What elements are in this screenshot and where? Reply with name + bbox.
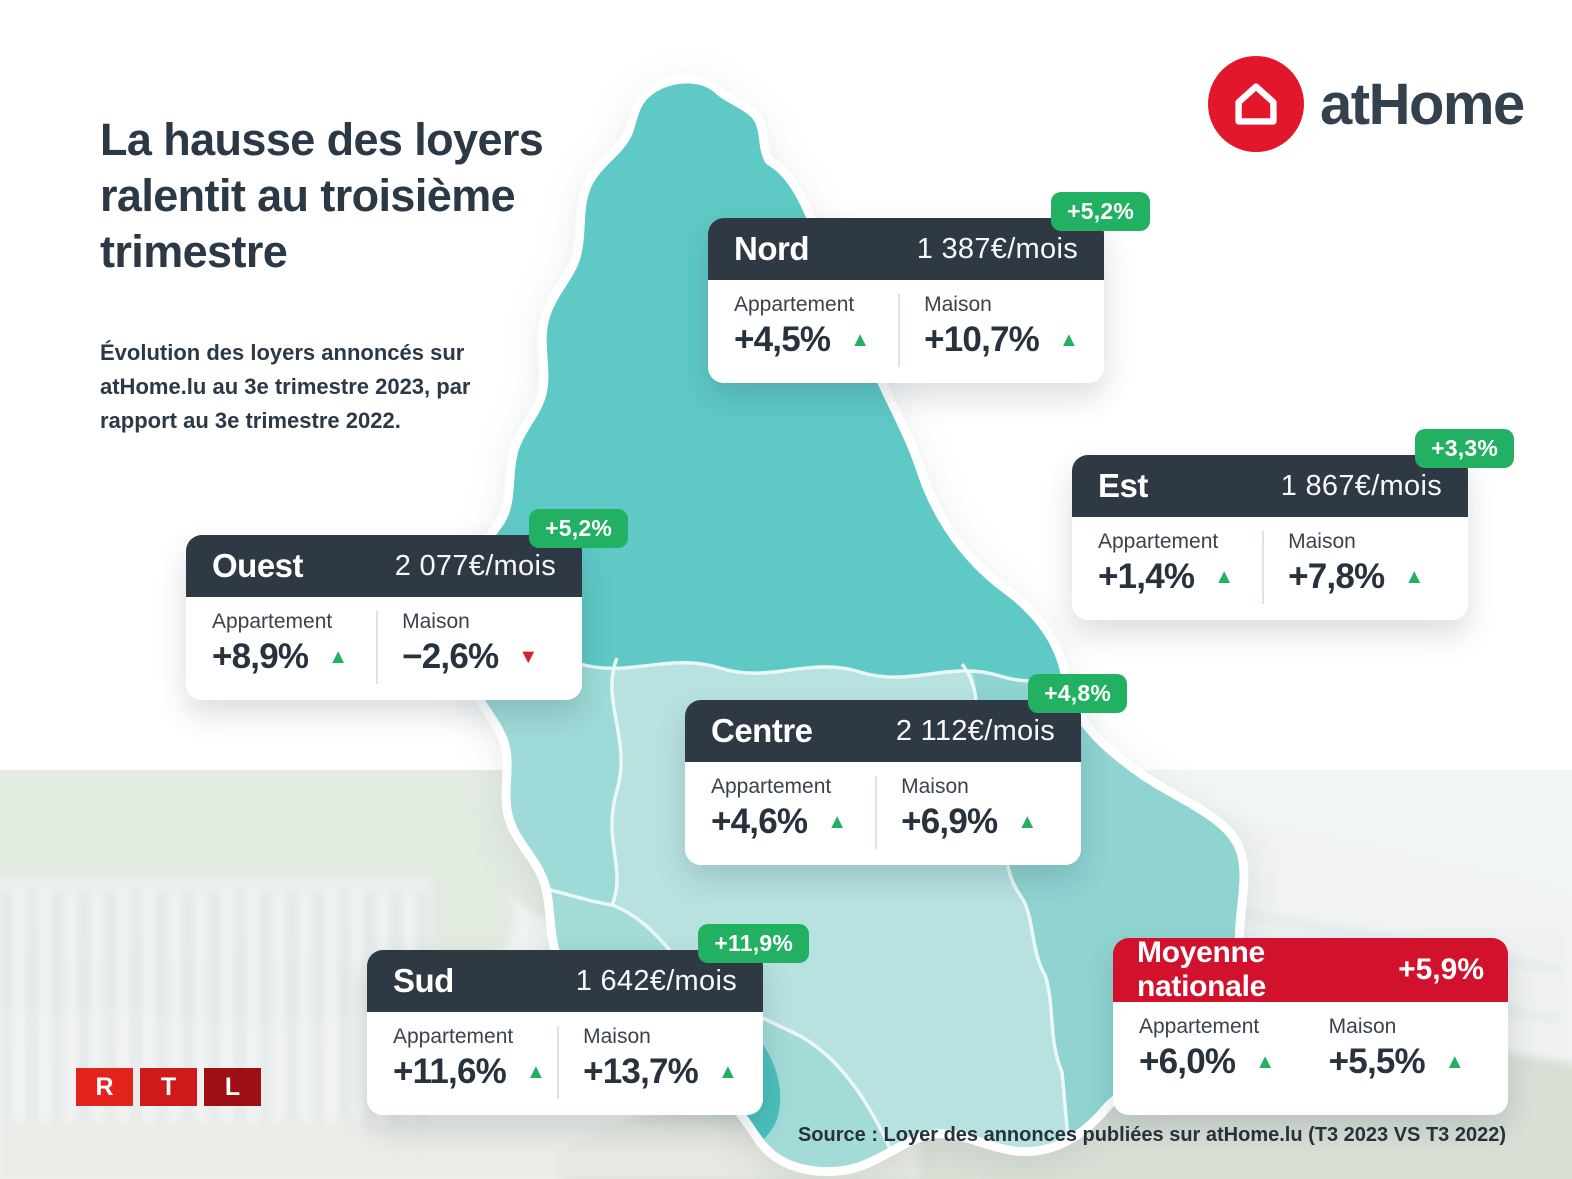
- house-column: Maison +7,8% ▲: [1258, 517, 1468, 620]
- house-label: Maison: [1328, 1015, 1397, 1038]
- region-badge: +3,3%: [1415, 429, 1514, 468]
- athome-house-icon: [1208, 56, 1304, 152]
- trend-up-icon: ▲: [1059, 329, 1079, 351]
- house-label: Maison: [583, 1025, 651, 1048]
- trend-up-icon: ▲: [718, 1061, 738, 1083]
- trend-up-icon: ▲: [827, 811, 848, 833]
- trend-up-icon: ▲: [525, 1061, 546, 1083]
- region-price: 1 867€/mois: [1280, 469, 1442, 502]
- region-card-nord: +5,2% Nord 1 387€/mois Appartement +4,5%…: [708, 192, 1150, 383]
- region-price: 1 642€/mois: [575, 964, 737, 997]
- region-name: Est: [1098, 467, 1148, 504]
- column-divider: [1262, 531, 1265, 604]
- region-card-ouest: +5,2% Ouest 2 077€/mois Appartement +8,9…: [186, 509, 628, 700]
- house-label: Maison: [1288, 530, 1356, 553]
- region-card-sud: +11,9% Sud 1 642€/mois Appartement +11,6…: [367, 924, 809, 1115]
- region-name: Nord: [734, 230, 810, 267]
- column-divider: [376, 611, 379, 684]
- apartment-value: +6,0%: [1139, 1042, 1236, 1081]
- apartment-column: Appartement +1,4% ▲: [1072, 517, 1258, 620]
- region-price: 2 077€/mois: [394, 549, 556, 582]
- region-card-header: Est 1 867€/mois: [1072, 455, 1468, 517]
- region-badge: +5,2%: [1051, 192, 1150, 231]
- apartment-label: Appartement: [1139, 1015, 1260, 1038]
- region-card-body: Appartement +8,9% ▲ Maison −2,6% ▼: [186, 597, 582, 700]
- apartment-value: +8,9%: [212, 637, 309, 676]
- region-price: 2 112€/mois: [895, 714, 1055, 747]
- house-value: +7,8%: [1288, 557, 1385, 596]
- apartment-label: Appartement: [1098, 530, 1219, 553]
- region-card-header: Ouest 2 077€/mois: [186, 535, 582, 597]
- source-note: Source : Loyer des annonces publiées sur…: [797, 1124, 1506, 1146]
- region-badge: +11,9%: [698, 924, 809, 963]
- apartment-value: +4,6%: [711, 802, 808, 841]
- trend-up-icon: ▲: [1214, 566, 1235, 588]
- apartment-column: Appartement +11,6% ▲: [367, 1012, 553, 1115]
- apartment-label: Appartement: [711, 775, 832, 798]
- rtl-letter-r: R: [76, 1068, 133, 1106]
- house-column: Maison +6,9% ▲: [871, 762, 1081, 865]
- house-label: Maison: [901, 775, 969, 798]
- region-card-body: Appartement +11,6% ▲ Maison +13,7% ▲: [367, 1012, 763, 1115]
- page-title: La hausse des loyers ralentit au troisiè…: [100, 114, 544, 277]
- region-card-body: Appartement +4,6% ▲ Maison +6,9% ▲: [685, 762, 1081, 865]
- region-card-centre: +4,8% Centre 2 112€/mois Appartement +4,…: [685, 674, 1127, 865]
- house-value: +6,9%: [901, 802, 998, 841]
- rtl-letter-l: L: [204, 1068, 261, 1106]
- trend-up-icon: ▲: [1255, 1051, 1276, 1073]
- rtl-letter-t: T: [140, 1068, 197, 1106]
- region-name: Ouest: [212, 547, 304, 584]
- region-card-body: Appartement +4,5% ▲ Maison +10,7% ▲: [708, 280, 1104, 383]
- region-badge: +5,2%: [529, 509, 628, 548]
- column-divider: [898, 294, 901, 367]
- house-value: +13,7%: [583, 1052, 699, 1091]
- national-card-body: Appartement +6,0% ▲ Maison +5,5% ▲: [1113, 1002, 1508, 1115]
- house-column: Maison −2,6% ▼: [372, 597, 582, 700]
- apartment-column: Appartement +4,5% ▲: [708, 280, 894, 383]
- region-card-est: +3,3% Est 1 867€/mois Appartement +1,4% ▲…: [1072, 429, 1514, 620]
- apartment-column: Appartement +4,6% ▲: [685, 762, 871, 865]
- apartment-value: +11,6%: [393, 1052, 507, 1091]
- national-card-value: +5,9%: [1398, 953, 1484, 986]
- page-subtitle: Évolution des loyers annoncés sur atHome…: [100, 340, 471, 433]
- national-card-title: Moyenne nationale: [1137, 936, 1266, 1003]
- house-label: Maison: [402, 610, 470, 633]
- house-value: −2,6%: [402, 637, 499, 676]
- trend-up-icon: ▲: [850, 329, 871, 351]
- region-name: Centre: [711, 712, 813, 749]
- house-label: Maison: [924, 293, 992, 316]
- athome-logo-text: atHome: [1320, 71, 1525, 137]
- region-card-body: Appartement +1,4% ▲ Maison +7,8% ▲: [1072, 517, 1468, 620]
- rtl-logo: R T L: [76, 1068, 268, 1106]
- house-value: +5,5%: [1328, 1042, 1426, 1081]
- apartment-label: Appartement: [393, 1025, 514, 1048]
- trend-down-icon: ▼: [518, 646, 539, 668]
- house-column: Maison +10,7% ▲: [894, 280, 1104, 383]
- trend-up-icon: ▲: [1444, 1051, 1465, 1073]
- region-card-header: Sud 1 642€/mois: [367, 950, 763, 1012]
- national-card-header: Moyenne nationale +5,9%: [1113, 936, 1508, 1003]
- house-value: +10,7%: [924, 320, 1040, 359]
- apartment-column: Appartement +6,0% ▲: [1113, 1002, 1299, 1115]
- region-name: Sud: [393, 962, 454, 999]
- region-card-header: Centre 2 112€/mois: [685, 700, 1081, 762]
- apartment-column: Appartement +8,9% ▲: [186, 597, 372, 700]
- apartment-label: Appartement: [212, 610, 333, 633]
- apartment-value: +1,4%: [1098, 557, 1195, 596]
- trend-up-icon: ▲: [1017, 811, 1038, 833]
- apartment-label: Appartement: [734, 293, 855, 316]
- house-column: Maison +13,7% ▲: [553, 1012, 763, 1115]
- apartment-value: +4,5%: [734, 320, 831, 359]
- national-average-card: Moyenne nationale +5,9% Appartement +6,0…: [1113, 936, 1508, 1115]
- region-price: 1 387€/mois: [916, 232, 1078, 265]
- column-divider: [875, 776, 878, 849]
- trend-up-icon: ▲: [328, 646, 349, 668]
- house-column: Maison +5,5% ▲: [1299, 1002, 1508, 1115]
- athome-logo: atHome: [1208, 56, 1525, 152]
- region-card-header: Nord 1 387€/mois: [708, 218, 1104, 280]
- region-badge: +4,8%: [1028, 674, 1127, 713]
- column-divider: [557, 1026, 560, 1099]
- trend-up-icon: ▲: [1404, 566, 1425, 588]
